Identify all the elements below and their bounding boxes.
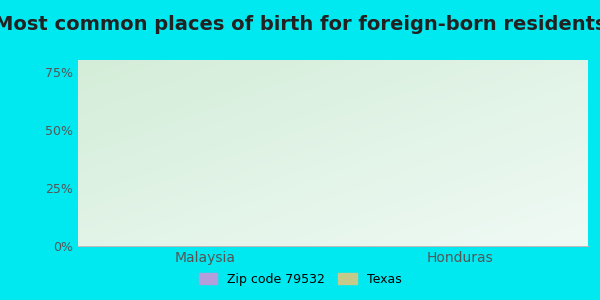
Text: City-Data.com: City-Data.com [498, 69, 578, 79]
Legend: Zip code 79532, Texas: Zip code 79532, Texas [194, 268, 406, 291]
Bar [313, 206, 455, 246]
Text: Most common places of birth for foreign-born residents: Most common places of birth for foreign-… [0, 15, 600, 34]
Bar [58, 100, 200, 246]
Bar [211, 239, 353, 246]
Bar [466, 134, 600, 246]
